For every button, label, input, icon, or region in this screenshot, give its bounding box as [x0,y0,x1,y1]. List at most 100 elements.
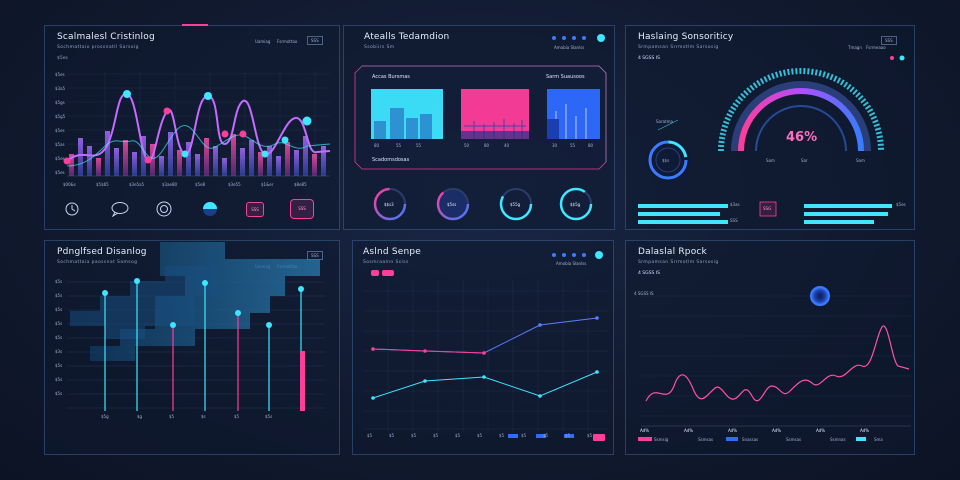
legend-label: Snassas [742,437,759,442]
panel-title: Dalaslal Rpock [638,247,707,257]
x-tick-label: $3e55 [228,182,241,187]
inner-footer: Scadomsdosas [372,157,410,163]
line-chart [363,281,608,441]
lollipop-dot [170,322,176,328]
panel-subtitle-2: 4 SGSS IS [638,271,660,276]
legend-label: Ssmsas [786,437,802,442]
shield-icon[interactable]: SSS [290,199,314,219]
chat-icon[interactable] [109,201,131,217]
header-tag[interactable]: Tmagn [848,45,862,50]
chart-bar [312,154,317,176]
x-tick-label: $5 [587,433,593,438]
chart-bar [204,138,209,176]
gauge-tick-label: Sam [766,158,775,163]
y-tick-label: $5es [55,170,65,175]
header-tag: Amobia Slanlss [556,261,587,266]
pager-dots[interactable] [549,33,609,43]
panel-title: Scalmalesl Cristinlog [57,32,155,42]
y-tick-label: $5as [55,142,65,147]
y-tick-label: $5es [55,72,65,77]
chart-bar [87,146,92,176]
refresh-icon[interactable] [64,201,80,217]
tile-bar-label: 80 [484,143,490,148]
panel-subtitle: Sochmattaio prossnatll Sarsoig [57,45,139,50]
inner-card-frame [354,65,607,170]
y-tick-label: $5s [55,321,63,326]
chart-bar [321,146,326,176]
bar-label: $5es [896,202,906,207]
legend-value: Ad% [772,428,782,433]
bar-label: SSS [730,218,738,223]
x-tick-label: $5e8 [195,182,206,187]
header-box[interactable]: SSS [881,36,897,45]
chart-bar [267,146,272,176]
legend-value: Ad% [640,428,650,433]
y-tick-label: $5s [55,363,63,368]
panel-subtitle: Srmpamsan Srrmotlm Sarsosig [638,45,719,50]
x-tick-label: $5$65 [96,182,109,187]
ring-gauges [373,187,593,221]
legend-value: Ad% [816,428,826,433]
pager-dots[interactable] [549,250,609,260]
x-tick-label: $5 [169,414,175,419]
chart-bar [240,148,245,176]
y-tick-label: $5s [55,391,63,396]
y-tick-label: $5s [55,377,63,382]
panel-title: Haslaing Sonsoriticy [638,32,734,42]
chart-bar [132,152,137,176]
bar-label: $3as [730,202,740,207]
legend-chip-2[interactable] [382,270,394,276]
chart-bar [141,136,146,176]
chart-bar [105,131,110,176]
panel-subtitle-2: 4 SGSS IS [638,56,660,61]
inner-title-1: Accas Bursmas [372,74,410,80]
gauge-label: $5ss [447,202,457,207]
x-tick-label: $3e5a5 [129,182,145,187]
donut-value: $$s [662,158,670,163]
lollipop-dot [235,310,241,316]
y-tick-label: $5s [55,279,63,284]
chart-bar [159,156,164,176]
x-tick-label: $5 [367,433,373,438]
y-tick-label: $5s [55,307,63,312]
y-tick-label: $5s [55,293,63,298]
mid-box-label[interactable]: SSG [763,206,772,211]
gauge-label: $55g [510,202,521,207]
x-tick-label: $s [201,414,206,419]
y-tick-label: $5es [55,156,65,161]
panel-dalaslal: Dalaslal Rpock Srmpamsan Srrmotlm Sarsos… [625,240,915,455]
legend-label: Sma [874,437,883,442]
chart-bar [123,140,128,176]
legend-chip-1[interactable] [371,270,379,276]
chart-bar [213,146,218,176]
target-icon[interactable] [155,200,173,218]
panel-subtitle: Sosmraalnn Ssiss [363,260,409,265]
panel-title: Aslnd Senpe [363,247,422,257]
x-tick-label: $5 [455,433,461,438]
x-tick-label: $5 [477,433,483,438]
tile-bar-label: 80 [588,143,594,148]
header-tag-2[interactable]: Fsrmeaao [866,45,886,50]
chart-bar [177,150,182,176]
legend-label: Ssmsig [654,437,669,442]
panel-title: Atealls Tedamdion [364,32,450,42]
record-icon[interactable]: SSS [246,202,264,217]
pager-dots[interactable] [888,53,908,63]
chart-bar [303,136,308,176]
chart-bar [150,144,155,176]
gauge-label: $$s3 [384,202,394,207]
header-tag[interactable]: Uamiag [255,39,271,44]
semi-gauge [638,68,892,224]
legend-label: Ssmsas [698,437,714,442]
tile-bar-label: 55 [570,143,576,148]
panel-subtitle: Sochmattaia paossnat Samsog [57,260,138,265]
panel-pdnglfsed: Pdnglfsed Disanlog Sochmattaia paossnat … [44,240,340,455]
x-tick-label: $5g [101,414,109,419]
chart-bar [285,142,290,176]
y-tick-label: $5s [55,335,63,340]
lollipop-dot [102,290,108,296]
x-tick-label: $5 [411,433,417,438]
half-circle-icon[interactable] [201,200,219,218]
header-tag-2[interactable]: Fsrmottoo [277,39,298,44]
header-box[interactable]: SSS [307,36,323,45]
